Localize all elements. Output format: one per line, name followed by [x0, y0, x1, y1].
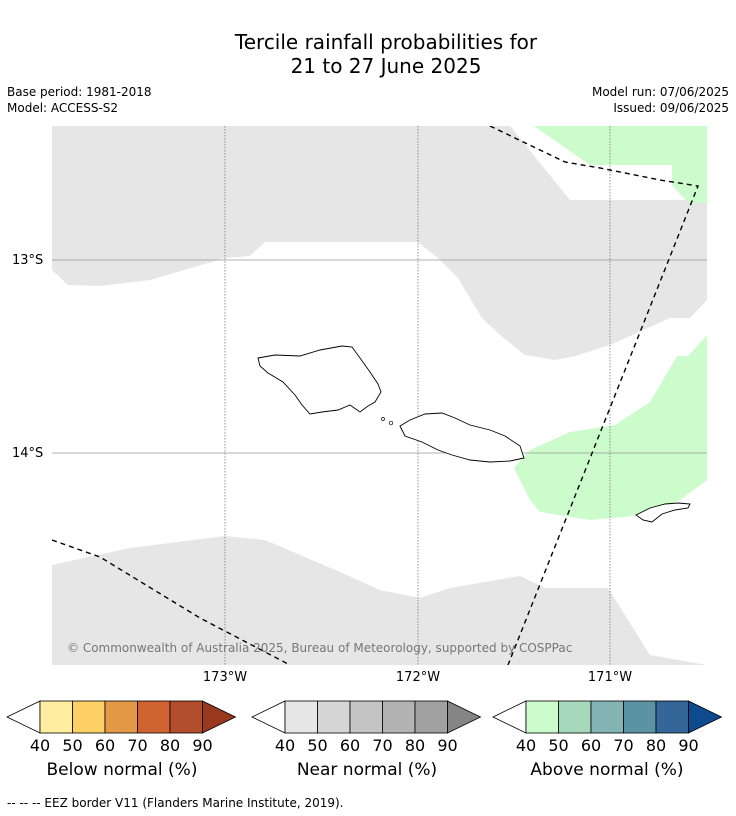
below-colorbar-tick: 80 [159, 736, 181, 755]
near-colorbar-over [447, 700, 482, 734]
map-canvas [52, 126, 707, 665]
colorbars [6, 700, 723, 734]
near-colorbar-tick: 90 [437, 736, 458, 755]
below-colorbar-segment [72, 700, 106, 734]
above-colorbar-segment [590, 700, 624, 734]
meta-right: Model run: 07/06/2025 Issued: 09/06/2025 [592, 84, 729, 116]
below-colorbar-segment [39, 700, 73, 734]
meta-left: Base period: 1981-2018 Model: ACCESS-S2 [7, 84, 152, 116]
near-colorbar-segment [349, 700, 383, 734]
lon-label-171w: 171°W [587, 670, 633, 685]
issued-date: Issued: 09/06/2025 [613, 101, 729, 115]
near-colorbar-tick: 70 [372, 736, 393, 755]
near-colorbar-segment [382, 700, 416, 734]
below-colorbar-segment [169, 700, 203, 734]
near-colorbar-tick: 60 [339, 736, 361, 755]
island-savaii [257, 345, 382, 415]
near-colorbar-segment [317, 700, 351, 734]
title-line-1: Tercile rainfall probabilities for [234, 30, 538, 54]
near-colorbar-tick: 40 [274, 736, 296, 755]
near-normal-region-north [52, 126, 707, 360]
near-normal-region-south [52, 536, 707, 665]
island-tutuila [635, 502, 691, 523]
above-colorbar-tick: 90 [678, 736, 699, 755]
below-normal-label: Below normal (%) [46, 760, 198, 780]
below-colorbar-tick: 60 [94, 736, 116, 755]
above-normal-region-ne [534, 126, 707, 203]
near-colorbar-under [251, 700, 286, 734]
above-colorbar-segment [525, 700, 559, 734]
lat-label-14s: 14°S [12, 446, 44, 461]
title-line-2: 21 to 27 June 2025 [290, 54, 482, 78]
above-colorbar-tick: 50 [548, 736, 569, 755]
below-colorbar-over [202, 700, 237, 734]
above-colorbar-tick: 80 [645, 736, 667, 755]
base-period: Base period: 1981-2018 [7, 85, 152, 99]
island-upolu [399, 412, 525, 463]
below-colorbar-tick: 50 [62, 736, 83, 755]
above-normal-label: Above normal (%) [530, 760, 684, 780]
below-colorbar-tick: 40 [29, 736, 51, 755]
below-colorbar-tick: 90 [192, 736, 213, 755]
above-colorbar-tick: 70 [613, 736, 634, 755]
lon-label-172w: 172°W [395, 670, 441, 685]
eez-footer-note: -- -- -- EEZ border V11 (Flanders Marine… [7, 796, 344, 810]
chart-title: Tercile rainfall probabilities for 21 to… [0, 30, 736, 78]
near-normal-label: Near normal (%) [296, 760, 438, 780]
above-colorbar-tick: 60 [580, 736, 602, 755]
lat-label-13s: 13°S [12, 253, 44, 268]
above-colorbar-over [688, 700, 723, 734]
above-colorbar-segment [655, 700, 689, 734]
above-colorbar-tick: 40 [515, 736, 537, 755]
near-colorbar-segment [414, 700, 448, 734]
island-small-2 [388, 420, 394, 426]
near-colorbar-tick: 50 [307, 736, 328, 755]
near-colorbar-tick: 80 [404, 736, 426, 755]
above-colorbar-segment [623, 700, 657, 734]
below-colorbar-segment [137, 700, 171, 734]
model-name: Model: ACCESS-S2 [7, 101, 119, 115]
below-colorbar-tick: 70 [127, 736, 148, 755]
eez-border-southwest [52, 539, 291, 665]
model-run: Model run: 07/06/2025 [591, 85, 729, 99]
above-colorbar-under [492, 700, 527, 734]
above-normal-region-se [514, 335, 707, 520]
above-colorbar-segment [558, 700, 592, 734]
lon-label-173w: 173°W [202, 670, 248, 685]
island-small-1 [381, 417, 385, 421]
below-colorbar-under [6, 700, 41, 734]
map-credit: © Commonwealth of Australia 2025, Bureau… [67, 641, 573, 655]
near-colorbar-segment [284, 700, 318, 734]
below-colorbar-segment [104, 700, 138, 734]
